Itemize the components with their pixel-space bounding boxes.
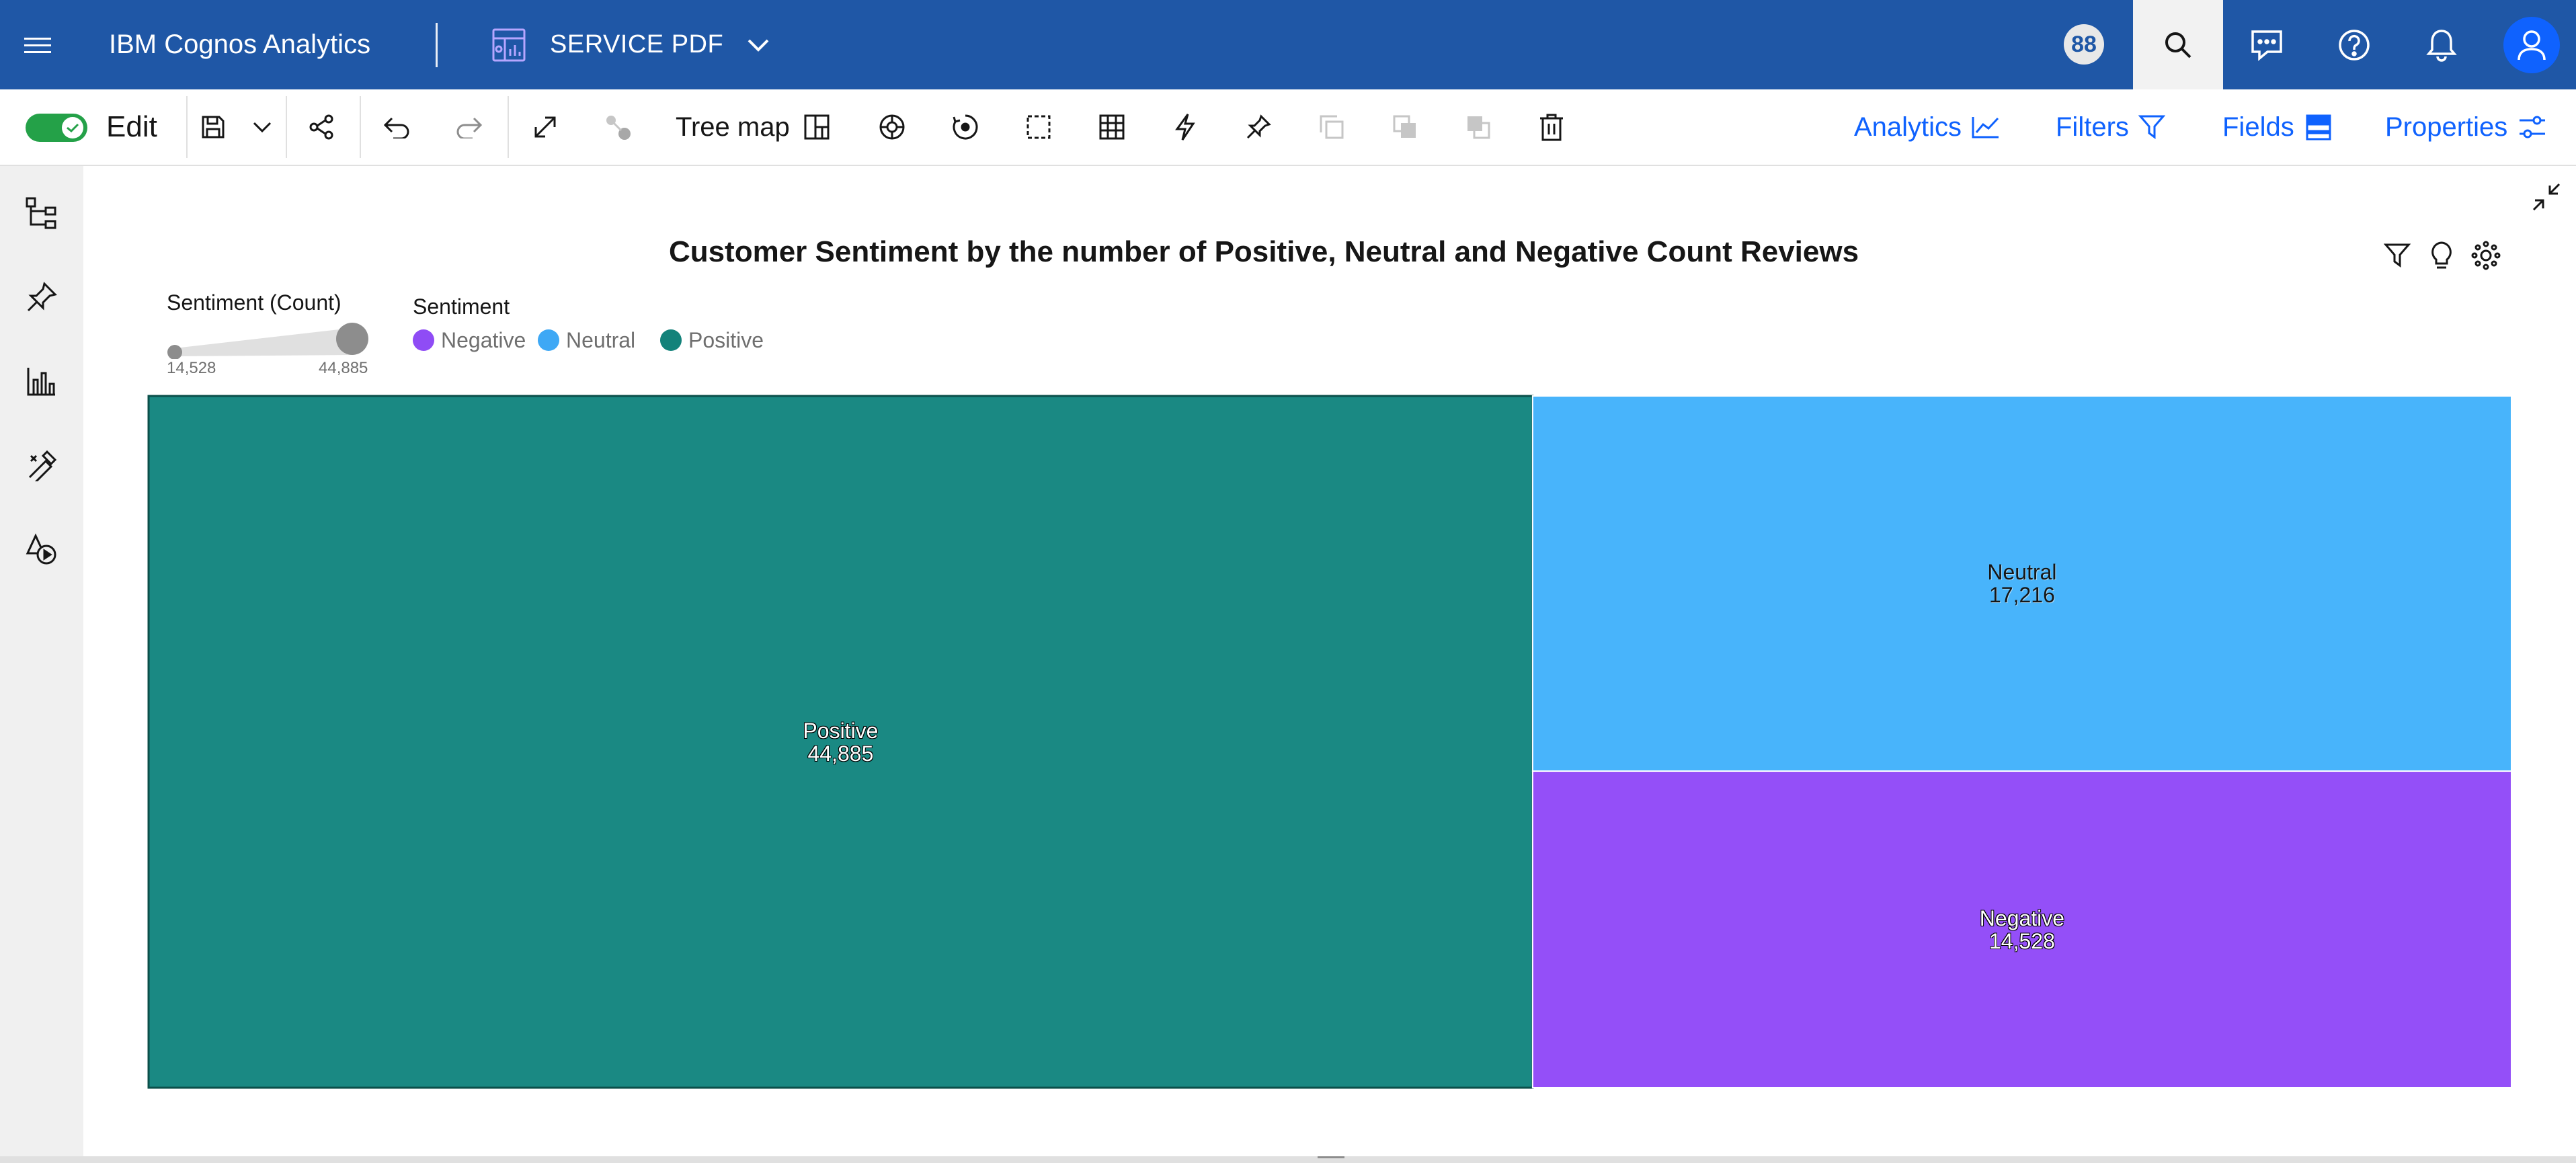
bring-forward-icon[interactable] [1375, 89, 1435, 165]
fields-icon [2306, 114, 2331, 141]
save-menu-chevron-icon[interactable] [232, 89, 292, 165]
data-tree-icon[interactable] [15, 186, 69, 240]
timeline-icon[interactable] [935, 89, 996, 165]
treemap-label-positive: Positive 44,885 [149, 719, 1533, 765]
analytics-label: Analytics [1854, 112, 1962, 142]
chart-filter-icon[interactable] [2378, 237, 2416, 274]
edit-mode-toggle[interactable] [26, 114, 87, 142]
legend-item-negative[interactable]: Negative [413, 327, 526, 354]
select-region-icon[interactable] [1008, 89, 1069, 165]
share-icon[interactable] [292, 89, 352, 165]
undo-icon[interactable] [366, 89, 427, 165]
toolbar-divider [360, 96, 361, 158]
treemap-label-value: 14,528 [1989, 928, 2055, 953]
toolbar-divider [186, 96, 188, 158]
table-icon[interactable] [1082, 89, 1142, 165]
delete-icon[interactable] [1521, 89, 1582, 165]
check-icon [62, 117, 83, 138]
treemap-label-negative: Negative 14,528 [1533, 907, 2511, 953]
treemap-label-value: 17,216 [1989, 583, 2055, 608]
drill-icon[interactable] [862, 89, 922, 165]
lightning-icon[interactable] [1155, 89, 1215, 165]
size-legend-min: 14,528 [167, 359, 216, 377]
brand-text: IBM Cognos Analytics [109, 30, 371, 59]
legend-item-neutral[interactable]: Neutral [538, 327, 635, 354]
custom-visualization-icon[interactable] [15, 438, 69, 492]
size-legend-max: 44,885 [319, 359, 368, 377]
treemap-label-neutral: Neutral 17,216 [1533, 561, 2511, 606]
expand-icon[interactable] [515, 89, 575, 165]
hamburger-menu-icon[interactable] [11, 0, 65, 89]
properties-link[interactable]: Properties [2385, 89, 2546, 165]
legend-item-positive[interactable]: Positive [660, 327, 764, 354]
pin-icon[interactable] [15, 270, 69, 324]
legend-swatch-positive [660, 329, 682, 351]
document-title[interactable]: SERVICE PDF [550, 30, 724, 58]
visualizations-icon[interactable] [15, 354, 69, 408]
legend-label-positive: Positive [688, 327, 764, 352]
analytics-link[interactable]: Analytics [1854, 89, 2001, 165]
treemap-label-name: Positive [803, 718, 879, 743]
edit-label: Edit [106, 110, 157, 143]
resize-handle[interactable] [1318, 1156, 1344, 1158]
send-backward-icon[interactable] [1448, 89, 1508, 165]
visualization-type-label[interactable]: Tree map [676, 112, 790, 142]
canvas-bottom-edge [0, 1156, 2576, 1163]
treemap-label-name: Negative [1979, 906, 2065, 930]
sliders-icon [2520, 116, 2546, 138]
collapse-widget-icon[interactable] [2528, 178, 2565, 216]
insights-lightbulb-icon[interactable] [2423, 237, 2460, 274]
size-legend-title: Sentiment (Count) [167, 290, 341, 315]
shapes-media-icon[interactable] [15, 522, 69, 576]
treemap-icon[interactable] [787, 89, 847, 165]
chevron-down-icon[interactable] [738, 0, 778, 89]
size-legend-scale [167, 323, 368, 359]
legend-label-negative: Negative [441, 327, 526, 352]
left-rail [0, 166, 83, 1156]
toolbar-divider [286, 96, 287, 158]
dashboard-icon [485, 0, 532, 89]
treemap-label-name: Neutral [1987, 560, 2057, 585]
filters-link[interactable]: Filters [2056, 89, 2165, 165]
user-avatar-icon[interactable] [2503, 17, 2560, 73]
app-header: IBM Cognos Analytics SERVICE PDF 88 [0, 0, 2576, 89]
filters-label: Filters [2056, 112, 2129, 142]
chart-settings-icon[interactable] [2467, 237, 2505, 274]
search-icon[interactable] [2133, 0, 2223, 89]
treemap-label-value: 44,885 [807, 741, 874, 766]
chart-title: Customer Sentiment by the number of Posi… [668, 235, 1859, 268]
duplicate-icon[interactable] [1301, 89, 1362, 165]
legend-label-neutral: Neutral [566, 327, 636, 352]
filter-icon [2138, 115, 2165, 139]
fields-label: Fields [2222, 112, 2294, 142]
chat-icon[interactable] [2223, 0, 2310, 89]
notification-count-badge[interactable]: 88 [2064, 24, 2104, 65]
pin-icon[interactable] [1228, 89, 1289, 165]
legend-swatch-neutral [538, 329, 559, 351]
brand-name: IBM Cognos Analytics [109, 0, 370, 89]
dashboard-toolbar: Edit Tree map [0, 89, 2576, 166]
connect-icon[interactable] [588, 89, 648, 165]
header-divider [436, 23, 438, 67]
redo-icon[interactable] [439, 89, 499, 165]
fields-link[interactable]: Fields [2222, 89, 2332, 165]
properties-label: Properties [2385, 112, 2508, 142]
toolbar-divider [508, 96, 509, 158]
analytics-icon [1972, 117, 1999, 138]
notification-bell-icon[interactable] [2398, 0, 2485, 89]
color-legend-title: Sentiment [413, 294, 510, 319]
help-icon[interactable] [2310, 0, 2398, 89]
legend-swatch-negative [413, 329, 434, 351]
save-icon[interactable] [183, 89, 243, 165]
